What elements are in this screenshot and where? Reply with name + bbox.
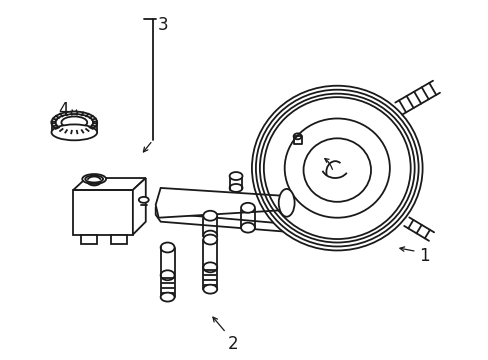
Ellipse shape (241, 223, 254, 233)
Ellipse shape (203, 231, 217, 240)
Ellipse shape (203, 235, 217, 244)
Ellipse shape (303, 138, 370, 202)
Text: 2: 2 (228, 335, 238, 353)
Polygon shape (155, 207, 319, 231)
Polygon shape (155, 188, 289, 218)
Ellipse shape (251, 86, 422, 251)
Ellipse shape (85, 176, 103, 183)
Ellipse shape (82, 174, 106, 184)
Text: 1: 1 (418, 247, 428, 265)
Polygon shape (73, 190, 133, 235)
Polygon shape (73, 178, 145, 190)
Ellipse shape (203, 262, 217, 272)
Polygon shape (133, 178, 145, 235)
Ellipse shape (203, 211, 217, 221)
Ellipse shape (61, 117, 87, 129)
Text: 4: 4 (59, 100, 69, 118)
Ellipse shape (284, 118, 389, 218)
Ellipse shape (229, 172, 242, 180)
Polygon shape (111, 235, 127, 244)
Ellipse shape (161, 293, 174, 302)
Polygon shape (81, 235, 97, 244)
Ellipse shape (55, 114, 93, 131)
Ellipse shape (161, 270, 174, 280)
Ellipse shape (278, 189, 294, 217)
Ellipse shape (51, 112, 97, 133)
Ellipse shape (139, 197, 148, 203)
Ellipse shape (203, 285, 217, 294)
Text: 3: 3 (157, 16, 168, 34)
Ellipse shape (51, 112, 97, 133)
Ellipse shape (161, 243, 174, 252)
Ellipse shape (51, 125, 97, 140)
Ellipse shape (241, 203, 254, 213)
